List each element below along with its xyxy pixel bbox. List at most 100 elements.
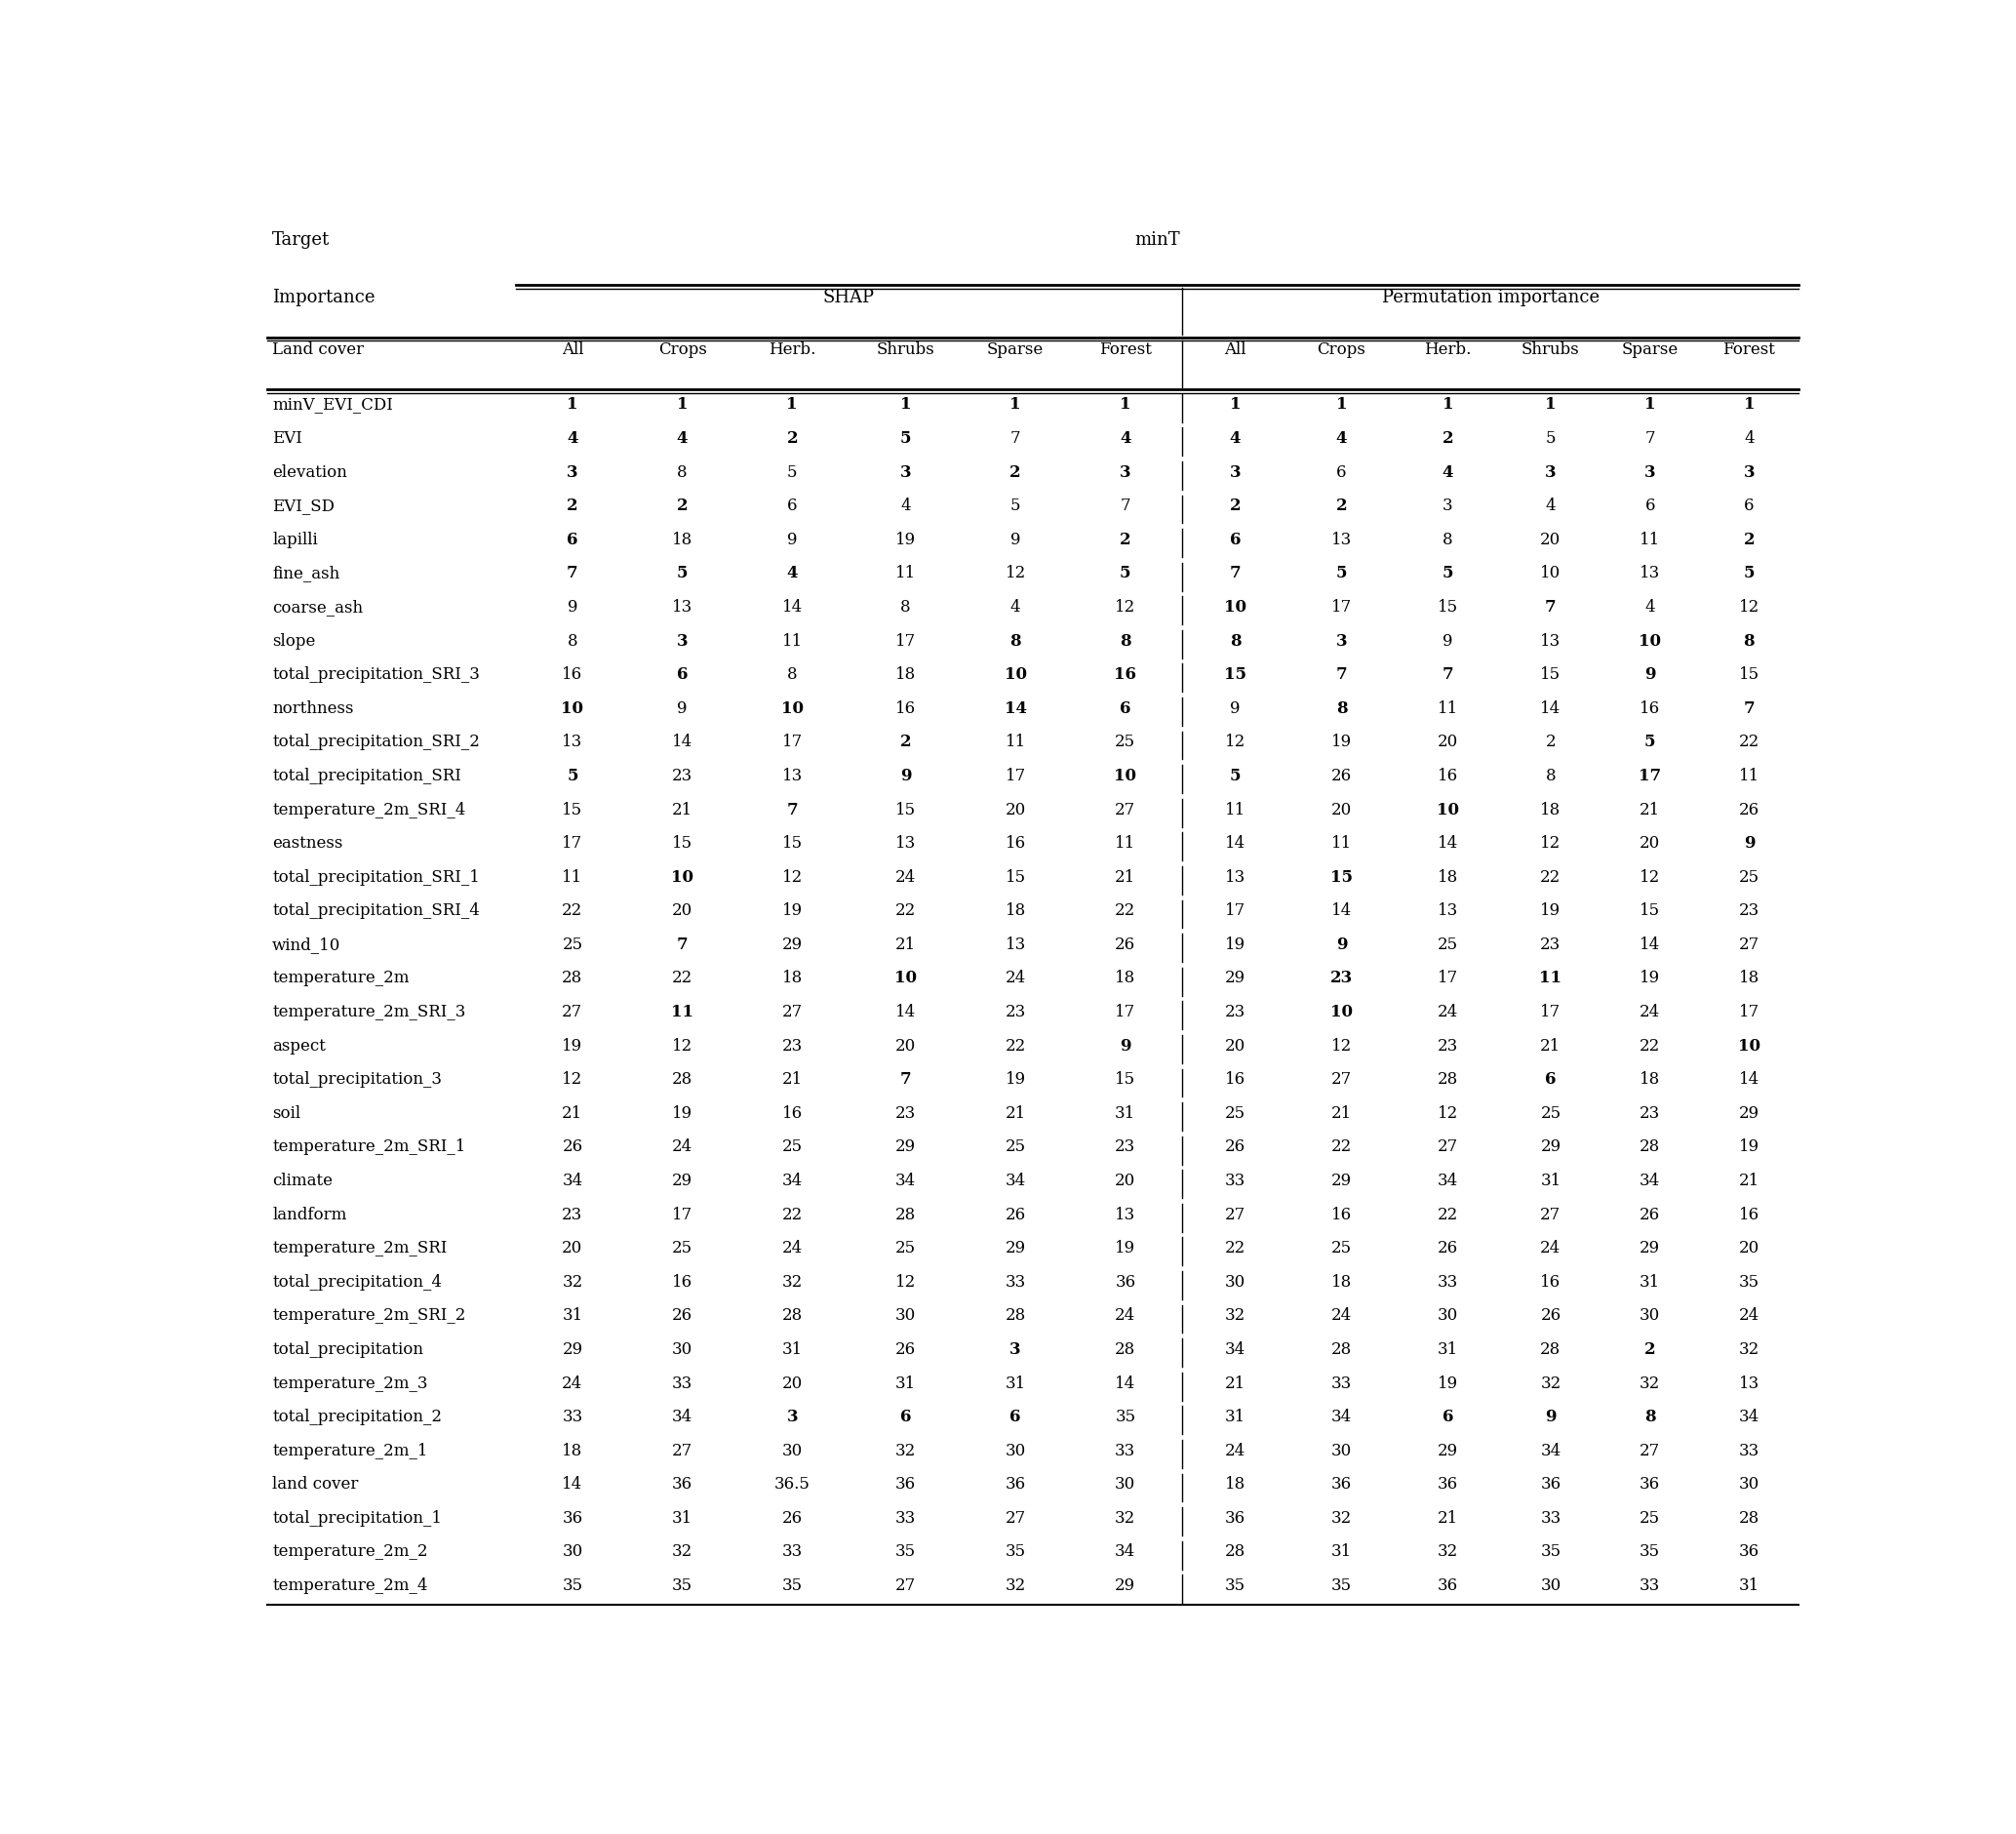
Text: 12: 12 (1540, 834, 1560, 851)
Text: 4: 4 (1546, 497, 1556, 514)
Text: 5: 5 (1645, 734, 1655, 750)
Text: 25: 25 (1331, 1240, 1353, 1256)
Text: 28: 28 (1540, 1341, 1560, 1357)
Text: 16: 16 (1740, 1207, 1760, 1223)
Text: 2: 2 (899, 734, 911, 750)
Text: 21: 21 (1639, 801, 1661, 818)
Text: Herb.: Herb. (1423, 341, 1472, 358)
Text: 17: 17 (671, 1207, 694, 1223)
Text: 34: 34 (782, 1172, 802, 1188)
Text: 2: 2 (1337, 497, 1347, 514)
Text: 27: 27 (1006, 1509, 1026, 1526)
Text: 17: 17 (1331, 600, 1353, 616)
Text: slope: slope (272, 633, 317, 649)
Text: 5: 5 (1546, 431, 1556, 447)
Text: 34: 34 (1738, 1409, 1760, 1425)
Text: 36: 36 (562, 1509, 583, 1526)
Text: 27: 27 (1639, 1443, 1661, 1460)
Text: 13: 13 (1115, 1207, 1135, 1223)
Text: 28: 28 (1639, 1139, 1661, 1155)
Text: 7: 7 (1544, 600, 1556, 616)
Text: 5: 5 (899, 431, 911, 447)
Text: 11: 11 (1437, 701, 1458, 717)
Text: 9: 9 (1544, 1409, 1556, 1425)
Text: 12: 12 (1115, 600, 1135, 616)
Text: 1: 1 (1010, 396, 1020, 413)
Text: 10: 10 (780, 701, 804, 717)
Text: 11: 11 (1738, 768, 1760, 785)
Text: 23: 23 (1115, 1139, 1135, 1155)
Text: 16: 16 (1437, 768, 1458, 785)
Text: temperature_2m_SRI: temperature_2m_SRI (272, 1240, 448, 1256)
Text: 28: 28 (1437, 1071, 1458, 1088)
Text: wind_10: wind_10 (272, 937, 341, 954)
Text: 9: 9 (1744, 834, 1754, 851)
Text: 25: 25 (1639, 1509, 1661, 1526)
Text: 15: 15 (1437, 600, 1458, 616)
Text: 16: 16 (1226, 1071, 1246, 1088)
Text: 21: 21 (1437, 1509, 1458, 1526)
Text: temperature_2m_4: temperature_2m_4 (272, 1577, 427, 1594)
Text: 30: 30 (1540, 1577, 1560, 1594)
Text: 24: 24 (1639, 1003, 1661, 1020)
Text: total_precipitation: total_precipitation (272, 1341, 423, 1357)
Text: 10: 10 (1639, 633, 1661, 649)
Text: 24: 24 (1226, 1443, 1246, 1460)
Text: 21: 21 (1540, 1038, 1560, 1055)
Text: 10: 10 (1224, 600, 1246, 616)
Text: 17: 17 (1540, 1003, 1560, 1020)
Text: 36: 36 (1331, 1476, 1353, 1493)
Text: 16: 16 (895, 701, 915, 717)
Text: 18: 18 (1738, 970, 1760, 987)
Text: 17: 17 (1639, 768, 1661, 785)
Text: 33: 33 (1437, 1275, 1458, 1291)
Text: 6: 6 (1544, 1071, 1556, 1088)
Text: 25: 25 (1437, 937, 1458, 954)
Text: 30: 30 (1115, 1476, 1135, 1493)
Text: 8: 8 (786, 666, 798, 682)
Text: 29: 29 (1639, 1240, 1661, 1256)
Text: climate: climate (272, 1172, 333, 1188)
Text: 30: 30 (562, 1544, 583, 1561)
Text: 17: 17 (1006, 768, 1026, 785)
Text: 27: 27 (1115, 801, 1135, 818)
Text: 15: 15 (1006, 869, 1026, 886)
Text: 7: 7 (1744, 701, 1754, 717)
Text: 26: 26 (1540, 1308, 1560, 1324)
Text: 5: 5 (1230, 768, 1240, 785)
Text: 8: 8 (677, 464, 687, 481)
Text: 15: 15 (782, 834, 802, 851)
Text: 27: 27 (562, 1003, 583, 1020)
Text: 10: 10 (1437, 801, 1460, 818)
Text: 19: 19 (1115, 1240, 1135, 1256)
Text: All: All (562, 341, 583, 358)
Text: 2: 2 (1010, 464, 1022, 481)
Text: 6: 6 (1337, 464, 1347, 481)
Text: 1: 1 (566, 396, 579, 413)
Text: 14: 14 (1540, 701, 1560, 717)
Text: 3: 3 (899, 464, 911, 481)
Text: 26: 26 (1006, 1207, 1026, 1223)
Text: 22: 22 (1006, 1038, 1026, 1055)
Text: 22: 22 (1437, 1207, 1458, 1223)
Text: minT: minT (1135, 231, 1179, 249)
Text: 19: 19 (562, 1038, 583, 1055)
Text: 29: 29 (671, 1172, 694, 1188)
Text: 14: 14 (1226, 834, 1246, 851)
Text: 16: 16 (1639, 701, 1661, 717)
Text: 7: 7 (1010, 431, 1020, 447)
Text: 12: 12 (895, 1275, 915, 1291)
Text: 11: 11 (1331, 834, 1353, 851)
Text: 35: 35 (1331, 1577, 1353, 1594)
Text: 14: 14 (562, 1476, 583, 1493)
Text: 17: 17 (1738, 1003, 1760, 1020)
Text: 33: 33 (1331, 1376, 1353, 1392)
Text: total_precipitation_1: total_precipitation_1 (272, 1509, 442, 1526)
Text: 4: 4 (566, 431, 579, 447)
Text: 21: 21 (895, 937, 915, 954)
Text: 12: 12 (562, 1071, 583, 1088)
Text: 4: 4 (1010, 600, 1020, 616)
Text: 4: 4 (1645, 600, 1655, 616)
Text: 19: 19 (1226, 937, 1246, 954)
Text: 16: 16 (671, 1275, 694, 1291)
